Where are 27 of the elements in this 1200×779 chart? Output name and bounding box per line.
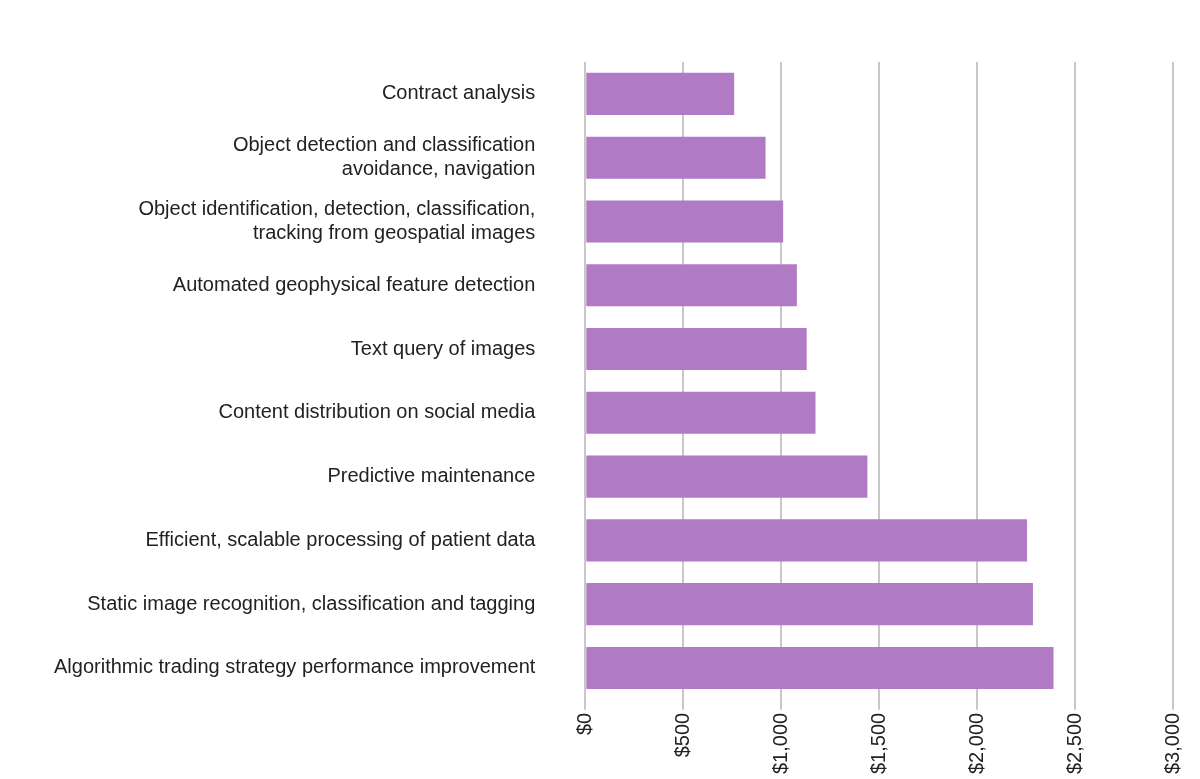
y-tick-label: Text query of images xyxy=(350,336,536,359)
x-tick-label: $3,000 xyxy=(1160,712,1183,774)
bar xyxy=(586,646,1054,689)
y-tick-label: Predictive maintenance xyxy=(327,464,536,487)
x-tick-label: $0 xyxy=(572,712,595,736)
y-tick-label: Algorithmic trading strategy performance improvement xyxy=(54,655,536,678)
bar xyxy=(586,200,784,243)
bar xyxy=(586,136,766,179)
y-tick-label: Content distribution on social media xyxy=(218,400,537,423)
y-tick-label: Contract analysis xyxy=(381,81,536,104)
y-tick-label: Efficient, scalable processing of patient data xyxy=(145,527,537,550)
y-tick-label: Automated geophysical feature detection xyxy=(172,272,536,295)
x-tick-label: $500 xyxy=(670,712,693,758)
x-tick-label: $2,000 xyxy=(964,712,987,774)
x-tick-label: $2,500 xyxy=(1062,712,1085,774)
y-tick-label: Static image recognition, classification and tagging xyxy=(87,591,536,614)
bar xyxy=(586,72,735,115)
bar xyxy=(586,455,868,498)
x-tick-label: $1,500 xyxy=(866,712,889,774)
bar xyxy=(586,264,797,307)
x-tick-label: $1,000 xyxy=(768,712,791,774)
bar xyxy=(586,583,1033,626)
bar xyxy=(586,519,1028,562)
y-tick-label: Object identification, detection, classification, tracking from geospatial images xyxy=(138,196,536,243)
bar xyxy=(586,391,816,434)
bar xyxy=(586,327,807,371)
y-tick-label: Object detection and classification avoidance, navigation xyxy=(232,133,536,180)
